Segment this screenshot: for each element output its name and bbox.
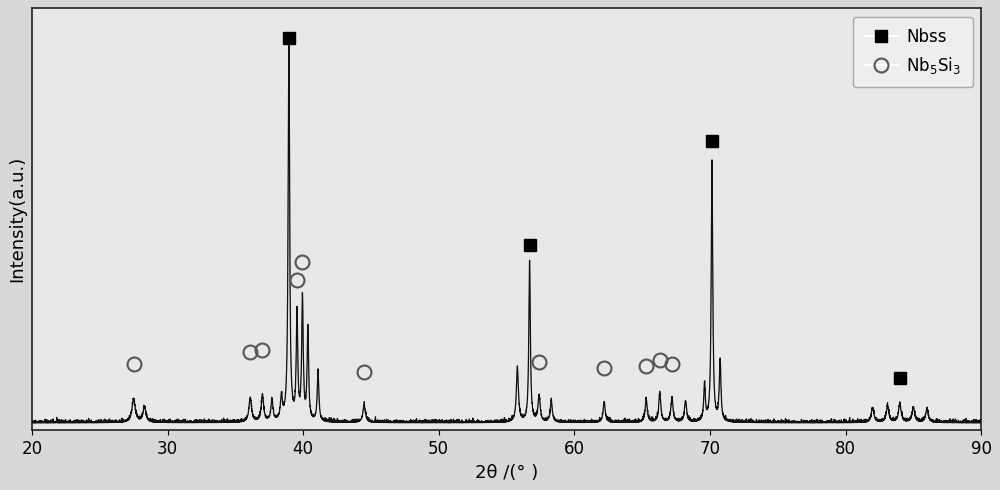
Y-axis label: Intensity(a.u.): Intensity(a.u.) (8, 156, 26, 283)
X-axis label: 2θ /(° ): 2θ /(° ) (475, 464, 538, 482)
Legend: Nbss, Nb$_5$Si$_3$: Nbss, Nb$_5$Si$_3$ (853, 17, 973, 87)
